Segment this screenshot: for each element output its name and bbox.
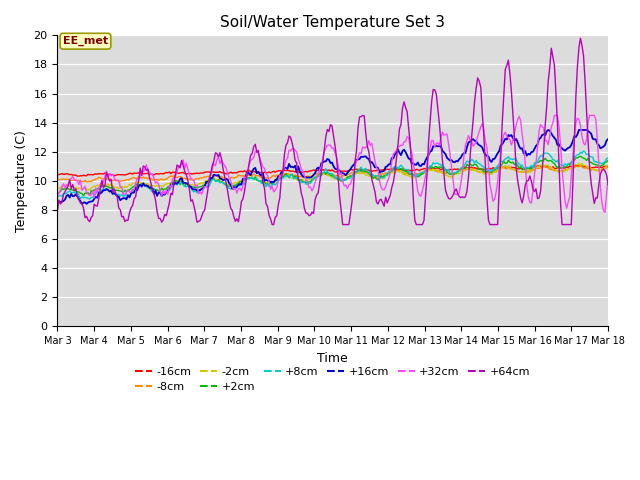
X-axis label: Time: Time <box>317 352 348 365</box>
Y-axis label: Temperature (C): Temperature (C) <box>15 130 28 232</box>
Title: Soil/Water Temperature Set 3: Soil/Water Temperature Set 3 <box>220 15 445 30</box>
Legend: -16cm, -8cm, -2cm, +2cm, +8cm, +16cm, +32cm, +64cm: -16cm, -8cm, -2cm, +2cm, +8cm, +16cm, +3… <box>131 362 534 396</box>
Text: EE_met: EE_met <box>63 36 108 47</box>
